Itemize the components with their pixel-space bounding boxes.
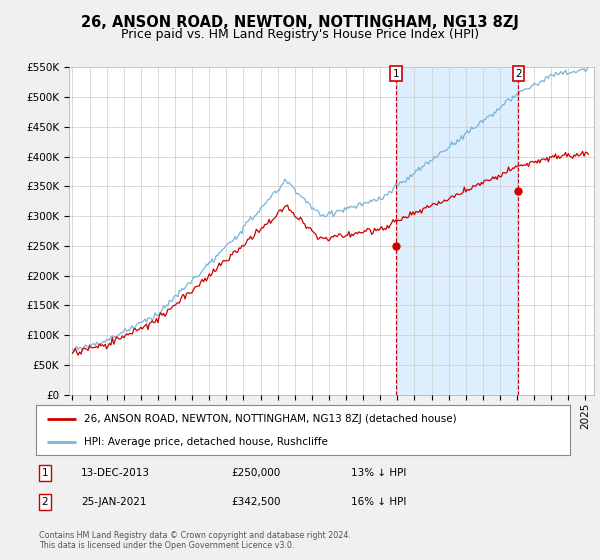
Text: 2: 2 — [515, 69, 522, 79]
Text: 26, ANSON ROAD, NEWTON, NOTTINGHAM, NG13 8ZJ: 26, ANSON ROAD, NEWTON, NOTTINGHAM, NG13… — [81, 15, 519, 30]
Text: 26, ANSON ROAD, NEWTON, NOTTINGHAM, NG13 8ZJ (detached house): 26, ANSON ROAD, NEWTON, NOTTINGHAM, NG13… — [84, 414, 457, 424]
Text: 25-JAN-2021: 25-JAN-2021 — [81, 497, 146, 507]
Text: 16% ↓ HPI: 16% ↓ HPI — [351, 497, 406, 507]
Text: HPI: Average price, detached house, Rushcliffe: HPI: Average price, detached house, Rush… — [84, 437, 328, 447]
Text: 13% ↓ HPI: 13% ↓ HPI — [351, 468, 406, 478]
Text: Contains HM Land Registry data © Crown copyright and database right 2024.
This d: Contains HM Land Registry data © Crown c… — [39, 531, 351, 550]
Text: Price paid vs. HM Land Registry's House Price Index (HPI): Price paid vs. HM Land Registry's House … — [121, 28, 479, 41]
Text: 2: 2 — [41, 497, 49, 507]
Text: 13-DEC-2013: 13-DEC-2013 — [81, 468, 150, 478]
Text: £250,000: £250,000 — [231, 468, 280, 478]
Text: 1: 1 — [41, 468, 49, 478]
Text: £342,500: £342,500 — [231, 497, 281, 507]
Text: 1: 1 — [392, 69, 399, 79]
Bar — [396, 67, 518, 395]
